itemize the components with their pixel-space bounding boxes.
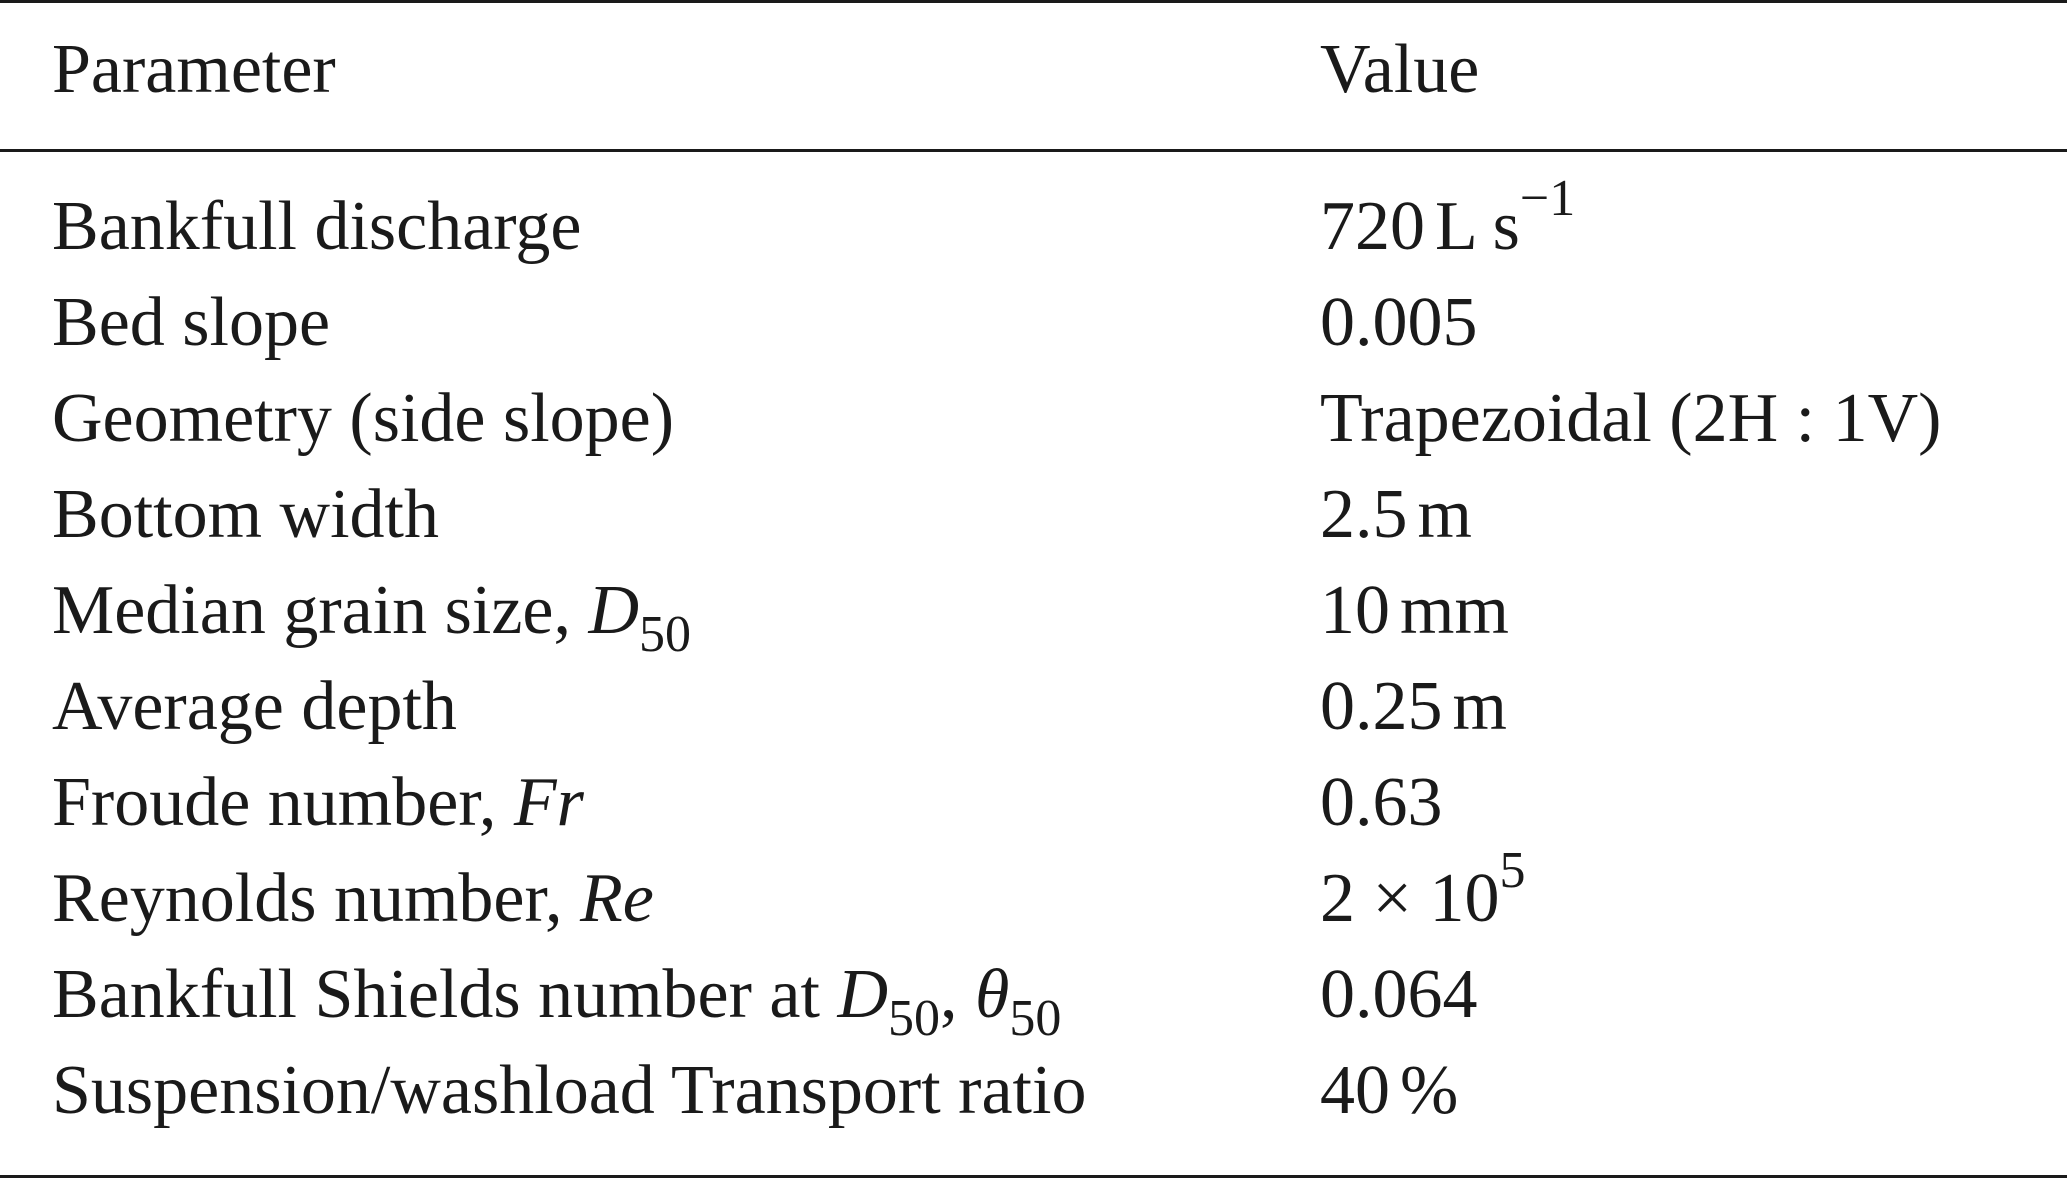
parameter-symbol: Re [579,860,654,937]
row-reynolds-number-value: 2 × 105 [1320,845,1525,939]
parameter-subscript-theta: 50 [1009,990,1062,1047]
value-number: 720 [1320,188,1425,265]
row-froude-number-parameter: Froude number, Fr [52,763,584,843]
row-geometry-parameter: Geometry (side slope) [52,380,675,457]
table-header-rule [0,149,2067,152]
row-bottom-width-parameter: Bottom width [52,476,439,553]
value-number: 2.5 [1320,476,1408,553]
parameter-separator: , [940,956,976,1033]
value-unit: % [1400,1052,1459,1129]
value-exponent: −1 [1519,170,1576,227]
row-shields-number-parameter: Bankfull Shields number at D50, θ50 [52,955,1061,1045]
row-bankfull-discharge-value: 720 L s−1 [1320,173,1575,267]
table-bottom-rule [0,1175,2067,1178]
parameter-subscript: 50 [888,990,941,1047]
row-bed-slope-value: 0.005 [1320,284,1478,361]
value-base: 2 × 10 [1320,860,1500,937]
table-top-rule [0,0,2067,3]
row-average-depth-parameter: Average depth [52,668,457,745]
value-unit: m [1452,668,1507,745]
row-bed-slope-parameter: Bed slope [52,284,331,361]
value-unit: m [1417,476,1472,553]
row-shields-number-value: 0.064 [1320,956,1478,1033]
header-parameter: Parameter [52,31,336,108]
parameter-symbol: Fr [513,764,584,841]
row-geometry-value: Trapezoidal (2H : 1V) [1320,380,1942,457]
parameter-text: Froude number, [52,764,514,841]
value-number: 10 [1320,572,1390,649]
header-value: Value [1320,31,1480,108]
parameter-symbol-theta: θ [975,956,1010,1033]
parameter-text: Reynolds number, [52,860,580,937]
value-unit: mm [1400,572,1509,649]
row-average-depth-value: 0.25 m [1320,667,1507,747]
row-transport-ratio-parameter: Suspension/washload Transport ratio [52,1052,1087,1129]
parameter-text: Median grain size, [52,572,589,649]
row-median-grain-size-parameter: Median grain size, D50 [52,571,691,661]
value-exponent: 5 [1499,842,1526,899]
value-unit: L s [1435,188,1520,265]
row-bottom-width-value: 2.5 m [1320,475,1472,555]
row-bankfull-discharge-parameter: Bankfull discharge [52,188,582,265]
parameter-text: Bankfull Shields number at [52,956,838,1033]
parameter-symbol: D [588,572,640,649]
row-median-grain-size-value: 10 mm [1320,571,1509,651]
value-number: 0.25 [1320,668,1443,745]
parameter-subscript: 50 [639,606,692,663]
value-number: 40 [1320,1052,1390,1129]
parameter-symbol: D [837,956,889,1033]
row-froude-number-value: 0.63 [1320,764,1443,841]
row-reynolds-number-parameter: Reynolds number, Re [52,859,654,939]
row-transport-ratio-value: 40% [1320,1051,1458,1131]
